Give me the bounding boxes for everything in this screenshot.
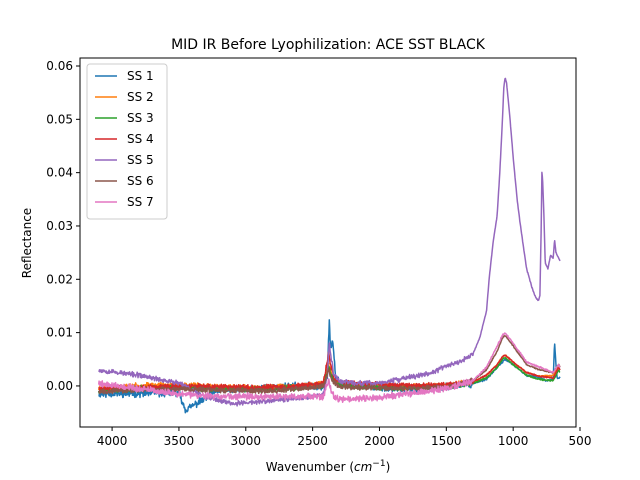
y-tick-label: 0.00 — [46, 379, 73, 393]
legend-label-ss-2: SS 2 — [127, 90, 154, 104]
legend-label-ss-3: SS 3 — [127, 111, 154, 125]
legend: SS 1 SS 2 SS 3 SS 4 SS 5 SS 6 SS 7 — [86, 63, 168, 220]
x-tick-label: 2000 — [364, 434, 395, 448]
y-tick-label: 0.06 — [46, 59, 73, 73]
x-axis-label-main: Wavenumber ( — [266, 460, 354, 474]
legend-label-ss-1: SS 1 — [127, 69, 154, 83]
y-tick-label: 0.04 — [46, 166, 73, 180]
plot-lines — [97, 77, 561, 414]
x-axis-label-close: ) — [386, 460, 391, 474]
x-axis-label: Wavenumber (cm−1) — [266, 459, 391, 474]
y-tick-label: 0.01 — [46, 326, 73, 340]
x-tick-label: 3500 — [164, 434, 195, 448]
x-tick-label: 2500 — [297, 434, 328, 448]
x-tick-label: 3000 — [231, 434, 262, 448]
y-axis-label: Reflectance — [20, 208, 34, 278]
y-tick-label: 0.05 — [46, 112, 73, 126]
y-axis: 0.00 0.01 0.02 0.03 0.04 0.05 0.06 — [46, 59, 80, 393]
series-line-ss-6 — [97, 335, 561, 395]
x-axis-label-unit: cm — [354, 460, 372, 474]
x-tick-label: 1500 — [431, 434, 462, 448]
x-axis-label-exponent: −1 — [372, 459, 385, 469]
y-tick-label: 0.02 — [46, 272, 73, 286]
plot-frame — [79, 57, 577, 428]
legend-label-ss-4: SS 4 — [127, 132, 154, 146]
legend-label-ss-5: SS 5 — [127, 153, 154, 167]
x-axis: 4000 3500 3000 2500 2000 1500 1000 500 — [97, 427, 592, 448]
legend-label-ss-7: SS 7 — [127, 195, 154, 209]
series-line-ss-7 — [97, 332, 561, 404]
x-tick-label: 500 — [569, 434, 592, 448]
x-tick-label: 1000 — [498, 434, 529, 448]
series-line-ss-4 — [98, 351, 561, 392]
x-tick-label: 4000 — [97, 434, 128, 448]
chart-title: MID IR Before Lyophilization: ACE SST BL… — [171, 37, 486, 53]
legend-label-ss-6: SS 6 — [127, 174, 154, 188]
series-line-ss-5 — [98, 77, 561, 407]
y-tick-label: 0.03 — [46, 219, 73, 233]
